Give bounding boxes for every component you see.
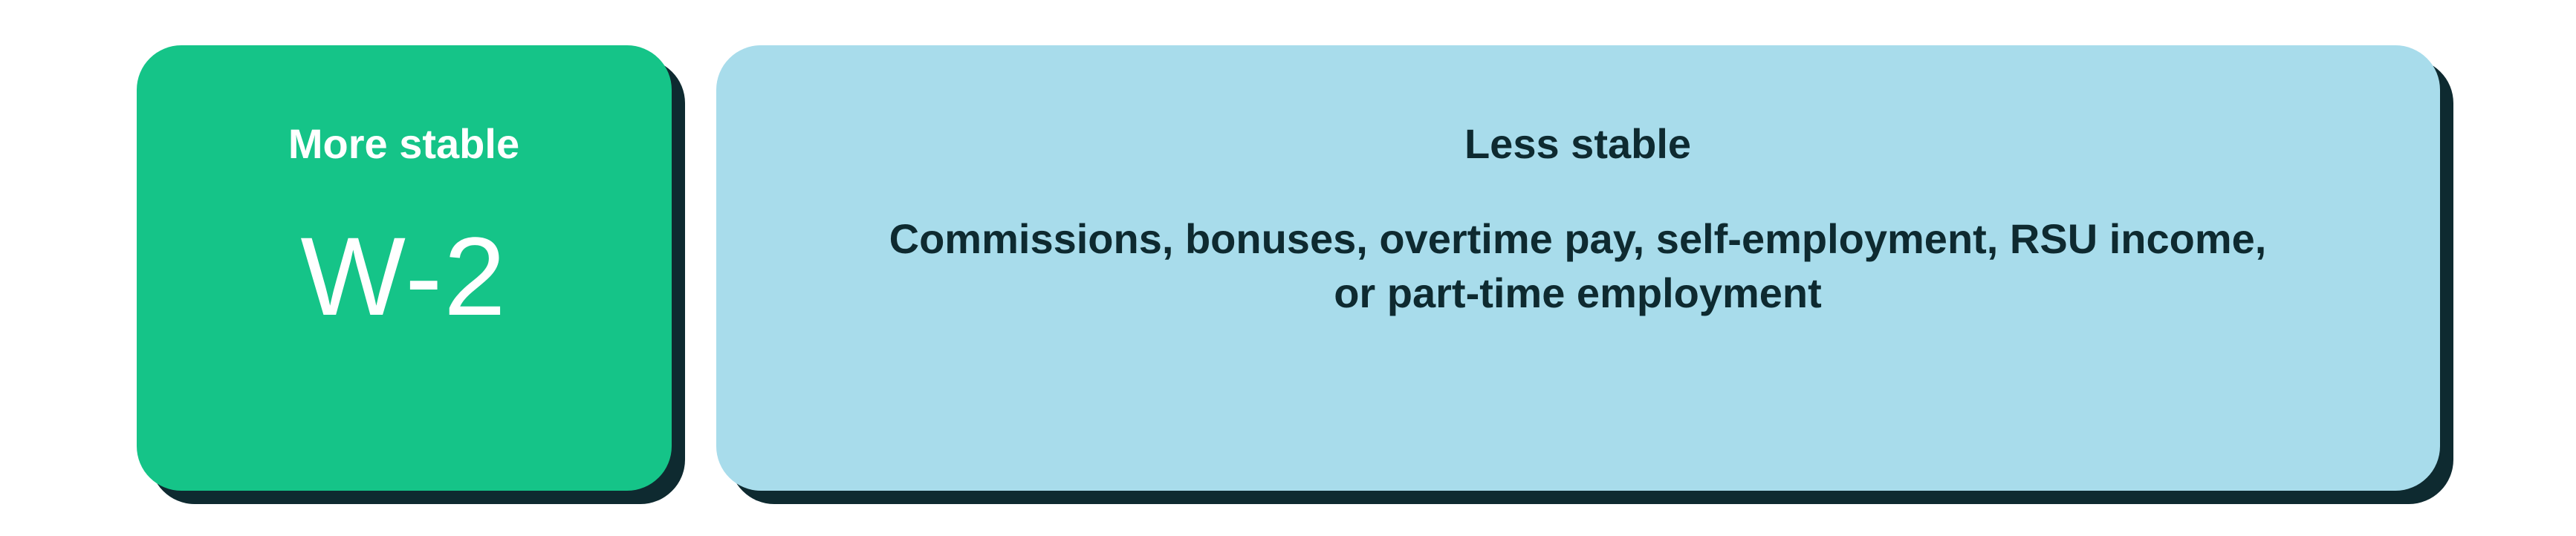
less-stable-body: Commissions, bonuses, overtime pay, self… bbox=[872, 212, 2284, 321]
more-stable-value: W-2 bbox=[300, 212, 507, 341]
more-stable-heading: More stable bbox=[288, 120, 519, 168]
less-stable-card: Less stable Commissions, bonuses, overti… bbox=[716, 45, 2440, 491]
more-stable-card: More stable W-2 bbox=[137, 45, 672, 491]
less-stable-heading: Less stable bbox=[1464, 120, 1691, 168]
comparison-wrap: More stable W-2 Less stable Commissions,… bbox=[137, 45, 2440, 491]
